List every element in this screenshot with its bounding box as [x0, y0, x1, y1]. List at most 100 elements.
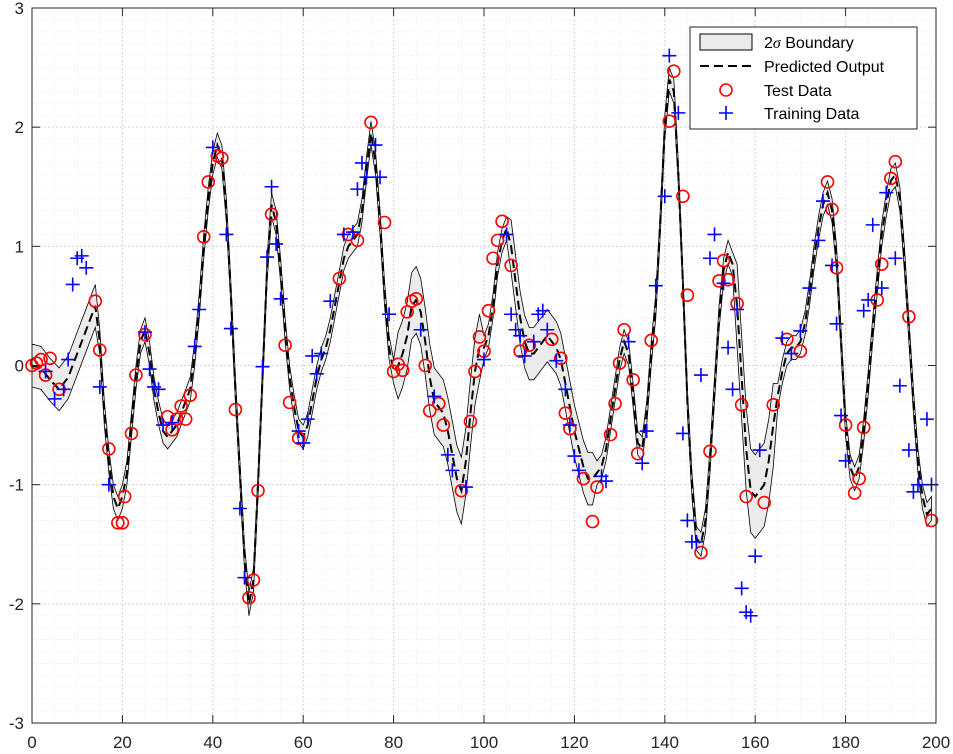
test-data-point — [431, 396, 446, 411]
training-data-point — [526, 334, 541, 349]
legend-boundary-label: 2σ Boundary — [764, 35, 854, 52]
training-data-point — [354, 155, 369, 170]
legend-predicted-label: Predicted Output — [764, 59, 885, 76]
predicted-output-line — [31, 79, 933, 605]
training-data-point — [440, 447, 455, 462]
training-data-point — [269, 236, 284, 251]
training-data-point — [350, 182, 365, 197]
training-data-point — [825, 258, 840, 273]
test-data-point — [590, 480, 604, 494]
training-data-point — [540, 322, 555, 337]
test-data-point — [667, 64, 681, 78]
training-data-point — [816, 194, 830, 209]
test-data-point — [463, 414, 478, 429]
training-data-point — [829, 316, 844, 331]
test-data-point — [829, 260, 844, 275]
test-data-point — [603, 427, 618, 442]
training-data-point — [693, 368, 708, 383]
test-data-point — [472, 330, 487, 344]
test-data-point — [504, 258, 518, 273]
training-data-point — [734, 581, 749, 596]
training-data-point — [707, 227, 722, 242]
x-tick-label: 0 — [27, 733, 36, 752]
test-data-point — [386, 364, 401, 379]
training-data-point — [61, 352, 76, 367]
test-data-point — [43, 351, 57, 366]
training-data-point — [445, 463, 460, 478]
training-data-point — [56, 382, 71, 397]
training-data-point — [255, 359, 270, 374]
predicted-output-path — [31, 79, 933, 605]
test-data-point — [612, 356, 627, 370]
test-data-point — [486, 251, 500, 266]
training-data-point — [264, 179, 279, 194]
training-data-point — [65, 277, 80, 292]
test-data-point — [129, 368, 143, 382]
training-data-point — [865, 217, 880, 232]
legend-test-marker — [719, 83, 733, 97]
test-data-markers — [25, 64, 939, 605]
test-data-point — [680, 288, 695, 302]
test-data-point — [364, 115, 378, 130]
training-data-point — [458, 480, 473, 495]
training-data-point — [901, 443, 916, 458]
training-data-point — [635, 456, 650, 471]
training-data-point — [323, 294, 338, 309]
x-tick-label: 120 — [560, 733, 588, 752]
training-data-point — [359, 170, 374, 185]
test-data-point — [757, 495, 772, 510]
y-tick-label: 1 — [15, 237, 24, 256]
training-data-point — [558, 382, 573, 397]
test-data-point — [264, 207, 279, 221]
test-data-point — [228, 402, 243, 417]
test-data-point — [454, 483, 469, 498]
test-data-point — [924, 513, 939, 528]
training-data-point — [142, 362, 157, 377]
x-tick-label: 180 — [831, 733, 859, 752]
training-data-point — [703, 251, 717, 266]
x-tick-label: 200 — [922, 733, 950, 752]
test-data-point — [174, 399, 188, 413]
training-data-point — [237, 570, 252, 585]
training-data-point — [856, 303, 871, 318]
x-tick-label: 160 — [741, 733, 769, 752]
training-data-point — [47, 391, 62, 406]
x-tick-label: 20 — [113, 733, 132, 752]
training-data-point — [784, 346, 799, 361]
test-data-point — [422, 403, 437, 418]
training-data-point — [368, 138, 383, 153]
training-data-point — [345, 225, 360, 240]
training-data-point — [314, 346, 329, 361]
legend-training-label: Training Data — [764, 106, 860, 123]
x-tick-label: 140 — [651, 733, 679, 752]
training-data-point — [291, 424, 306, 439]
test-data-point — [739, 489, 753, 504]
test-data-point — [350, 233, 365, 248]
test-data-point — [825, 202, 839, 217]
test-data-point — [716, 253, 731, 268]
test-data-point — [93, 343, 107, 357]
test-data-point — [183, 388, 197, 403]
test-data-point — [490, 233, 505, 248]
test-data-point — [608, 396, 622, 411]
x-tick-label: 40 — [203, 733, 222, 752]
test-data-point — [395, 363, 410, 378]
training-data-point — [793, 323, 808, 338]
training-data-point — [92, 379, 107, 394]
training-data-point — [775, 331, 790, 346]
x-tick-label: 60 — [294, 733, 313, 752]
y-axis-ticks: -3 -2 -1 0 1 2 3 — [9, 0, 936, 733]
test-data-point — [838, 418, 853, 432]
training-data-point — [156, 418, 171, 433]
y-tick-label: 0 — [15, 357, 24, 376]
training-data-point — [74, 248, 89, 263]
test-data-point — [793, 344, 808, 359]
training-data-point — [725, 382, 740, 397]
test-data-point — [409, 291, 424, 306]
test-data-point — [766, 398, 781, 412]
test-data-point — [630, 446, 645, 461]
test-data-point — [780, 332, 794, 347]
test-data-point — [88, 294, 103, 308]
training-data-point — [838, 453, 853, 468]
